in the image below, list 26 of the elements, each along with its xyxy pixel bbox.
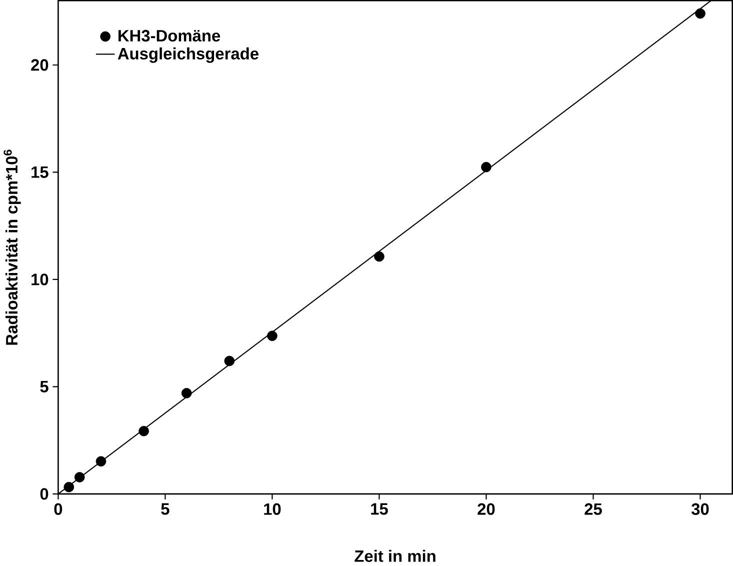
point [74, 472, 85, 483]
x-tick-label: 5 [161, 503, 170, 515]
y-tick-label: 0 [40, 488, 48, 500]
y-tick-label: 15 [32, 166, 48, 178]
x-tick-label: 30 [691, 503, 709, 516]
point [267, 330, 278, 342]
point [96, 456, 106, 467]
point [481, 162, 492, 172]
x-tick-label: 25 [584, 503, 602, 516]
y-tick-label: 10 [32, 274, 48, 286]
x-tick-label: 0 [54, 503, 62, 516]
legend-label: KH3-Domäne [118, 30, 220, 42]
point [64, 482, 74, 492]
point [224, 356, 235, 366]
y-tick-label: 5 [40, 381, 48, 393]
x-tick-label: 10 [264, 503, 281, 516]
point [695, 8, 706, 19]
y-tick-label: 20 [31, 59, 48, 71]
point [374, 252, 384, 262]
point [138, 426, 149, 436]
y-axis-title: Radioaktivität in cpm*10$^{6}$ [4, 150, 21, 345]
x-tick-label: 20 [478, 503, 495, 516]
x-tick-label: 15 [371, 503, 388, 515]
x-axis-title: Zeit in min [354, 550, 436, 562]
point [181, 388, 192, 398]
legend-label: Ausgleichsgerade [118, 48, 258, 64]
